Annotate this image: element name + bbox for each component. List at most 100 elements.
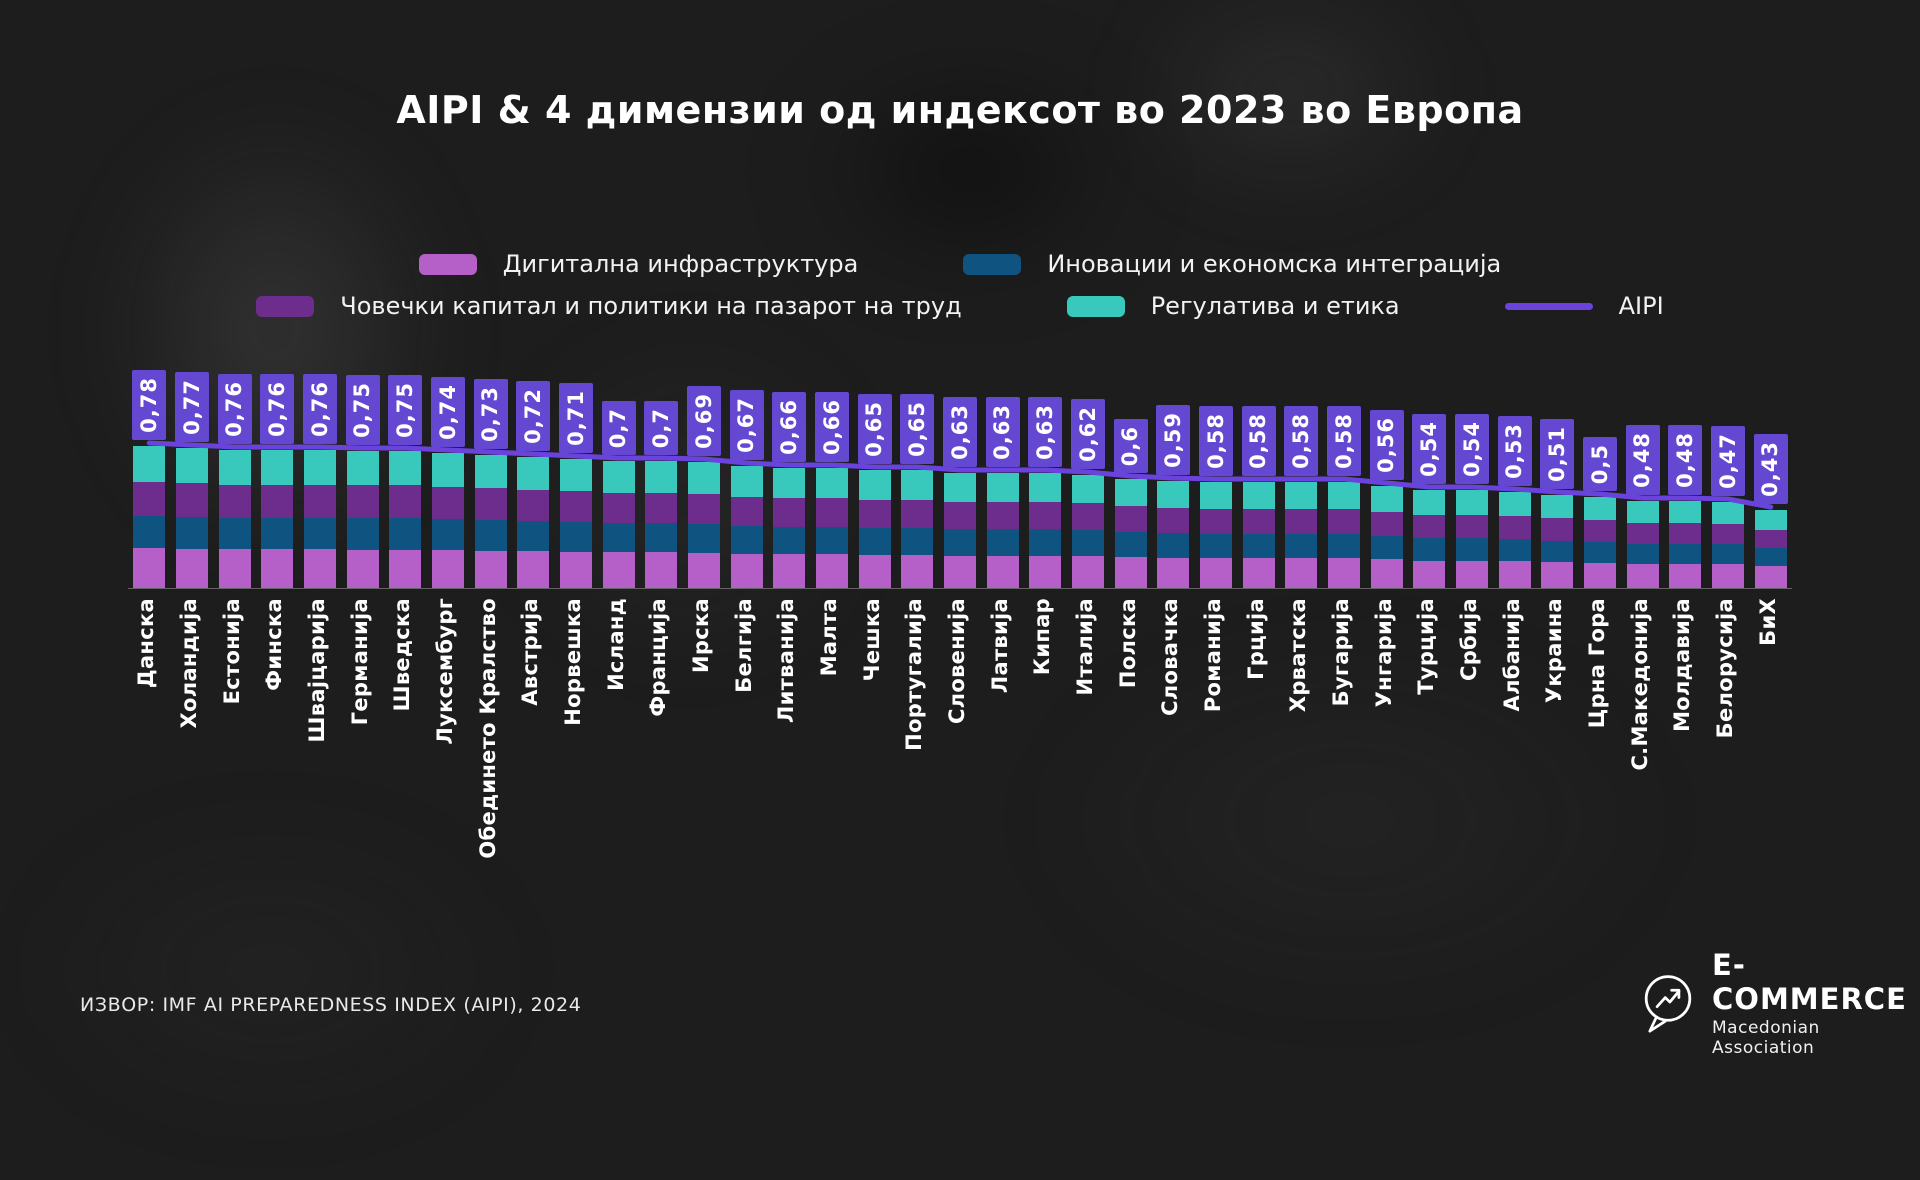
bar-segment xyxy=(1072,503,1104,531)
stacked-bar xyxy=(816,468,848,588)
stacked-bar xyxy=(176,448,208,588)
category-label: Австрија xyxy=(518,598,543,706)
bar-segment xyxy=(474,455,507,489)
stacked-bar xyxy=(1584,497,1616,589)
bar-segment xyxy=(1626,543,1659,564)
bar-segment xyxy=(432,550,464,588)
regulation-ethics-swatch-icon xyxy=(1066,295,1125,317)
stacked-bar xyxy=(304,450,336,588)
bar-segment xyxy=(1584,562,1616,589)
bar-segment xyxy=(346,549,379,588)
stacked-bar xyxy=(645,461,678,588)
category-label: Грција xyxy=(1243,598,1268,680)
category-label: Обединето Кралство xyxy=(475,598,500,859)
stacked-bar xyxy=(1242,482,1275,588)
bar-segment xyxy=(517,551,550,588)
stacked-bar xyxy=(986,473,1019,588)
stacked-bar xyxy=(346,451,379,588)
bar-segment xyxy=(1669,563,1702,588)
value-label: 0,72 xyxy=(516,381,551,451)
bar-segment xyxy=(261,484,294,518)
stacked-bar xyxy=(1328,482,1360,588)
value-label: 0,51 xyxy=(1540,419,1575,489)
bar-segment xyxy=(816,468,848,498)
bar-segment xyxy=(901,499,934,528)
bar-segment xyxy=(1285,558,1318,588)
bar-segment xyxy=(1456,514,1488,539)
bar-segment xyxy=(1285,533,1318,559)
category-label: Данска xyxy=(134,598,159,689)
value-label: 0,69 xyxy=(687,386,721,456)
bar-segment xyxy=(688,523,720,553)
bar-segment xyxy=(1029,555,1062,588)
stacked-bar xyxy=(261,450,294,588)
value-label: 0,54 xyxy=(1412,414,1447,484)
value-label: 0,71 xyxy=(559,383,593,453)
category-label: Ирска xyxy=(689,598,713,673)
bar-segment xyxy=(1370,535,1403,560)
bar-segment xyxy=(517,489,550,522)
bar-segment xyxy=(1114,479,1147,507)
value-label: 0,78 xyxy=(132,370,167,440)
bar-segment xyxy=(816,526,848,555)
value-label: 0,58 xyxy=(1327,406,1361,476)
bar-segment xyxy=(944,529,976,556)
aipi-line-path xyxy=(146,440,1774,510)
bar-segment xyxy=(1754,529,1787,549)
value-label: 0,47 xyxy=(1711,426,1745,496)
bar-segment xyxy=(1029,473,1062,502)
bar-segment xyxy=(1242,533,1275,559)
stacked-bar xyxy=(1114,479,1147,588)
category-label: Украина xyxy=(1542,598,1567,704)
bar-segment xyxy=(1072,475,1104,504)
bar-segment xyxy=(1242,508,1275,534)
bar-segment xyxy=(346,518,379,550)
bar-segment xyxy=(1029,501,1062,530)
bar-segment xyxy=(474,488,507,521)
bar-segment xyxy=(432,453,464,487)
category-label: Полска xyxy=(1115,598,1140,689)
bar-segment xyxy=(645,552,678,588)
aipi-line-swatch-icon xyxy=(1504,302,1593,310)
stacked-bar xyxy=(1370,486,1403,588)
bar-segment xyxy=(560,491,592,523)
bar-segment xyxy=(602,523,635,553)
category-label: БиХ xyxy=(1755,598,1780,646)
bar-segment xyxy=(1669,501,1702,523)
bar-segment xyxy=(944,555,976,588)
category-label: Холандија xyxy=(177,598,201,729)
bar-segment xyxy=(1157,533,1190,559)
bar-segment xyxy=(1114,506,1147,533)
bar-segment xyxy=(645,523,678,553)
bar-segment xyxy=(389,518,422,550)
value-label: 0,54 xyxy=(1455,414,1489,484)
bar-segment xyxy=(602,552,635,588)
value-label: 0,65 xyxy=(857,394,892,464)
bar-segment xyxy=(1072,530,1104,557)
category-label: Германија xyxy=(347,598,372,726)
bar-segment xyxy=(1584,497,1616,520)
bar-segment xyxy=(858,554,891,588)
bar-segment xyxy=(773,498,806,527)
legend-label: Регулатива и етика xyxy=(1150,292,1400,320)
bar-segment xyxy=(474,550,507,588)
stacked-bar xyxy=(858,470,891,588)
value-label: 0,73 xyxy=(473,379,508,449)
stacked-bar xyxy=(944,473,976,588)
bar-segment xyxy=(560,522,592,552)
bar-segment xyxy=(1200,508,1232,534)
bar-segment xyxy=(1669,543,1702,564)
stacked-bar xyxy=(773,468,806,588)
value-label: 0,58 xyxy=(1241,406,1276,476)
stacked-bar xyxy=(1541,495,1574,588)
category-label: Италија xyxy=(1073,598,1097,696)
category-label: Естонија xyxy=(219,598,244,705)
bar-segment xyxy=(901,527,934,555)
x-axis-baseline xyxy=(128,588,1792,589)
bar-segment xyxy=(432,519,464,551)
bar-segment xyxy=(1200,533,1232,559)
stacked-bar xyxy=(1456,490,1488,588)
bar-segment xyxy=(730,525,763,554)
bar-segment xyxy=(1328,533,1360,559)
stacked-bar xyxy=(560,459,592,588)
